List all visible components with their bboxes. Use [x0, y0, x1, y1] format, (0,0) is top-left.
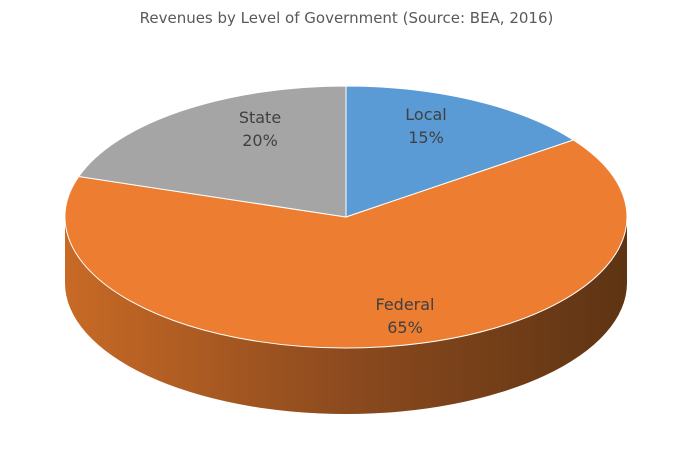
slice-name-state: State: [239, 108, 281, 127]
chart-title: Revenues by Level of Government (Source:…: [139, 9, 554, 27]
pie-slice-local: [345, 85, 575, 218]
slice-value-local: 15%: [408, 128, 444, 147]
slice-name-federal: Federal: [376, 295, 435, 314]
pie-slice-state: [77, 85, 347, 218]
pie-side-federal: [65, 217, 627, 414]
slice-value-state: 20%: [242, 131, 278, 150]
slice-name-local: Local: [405, 105, 446, 124]
pie-slice-federal: [64, 139, 628, 349]
slice-value-federal: 65%: [387, 318, 423, 337]
